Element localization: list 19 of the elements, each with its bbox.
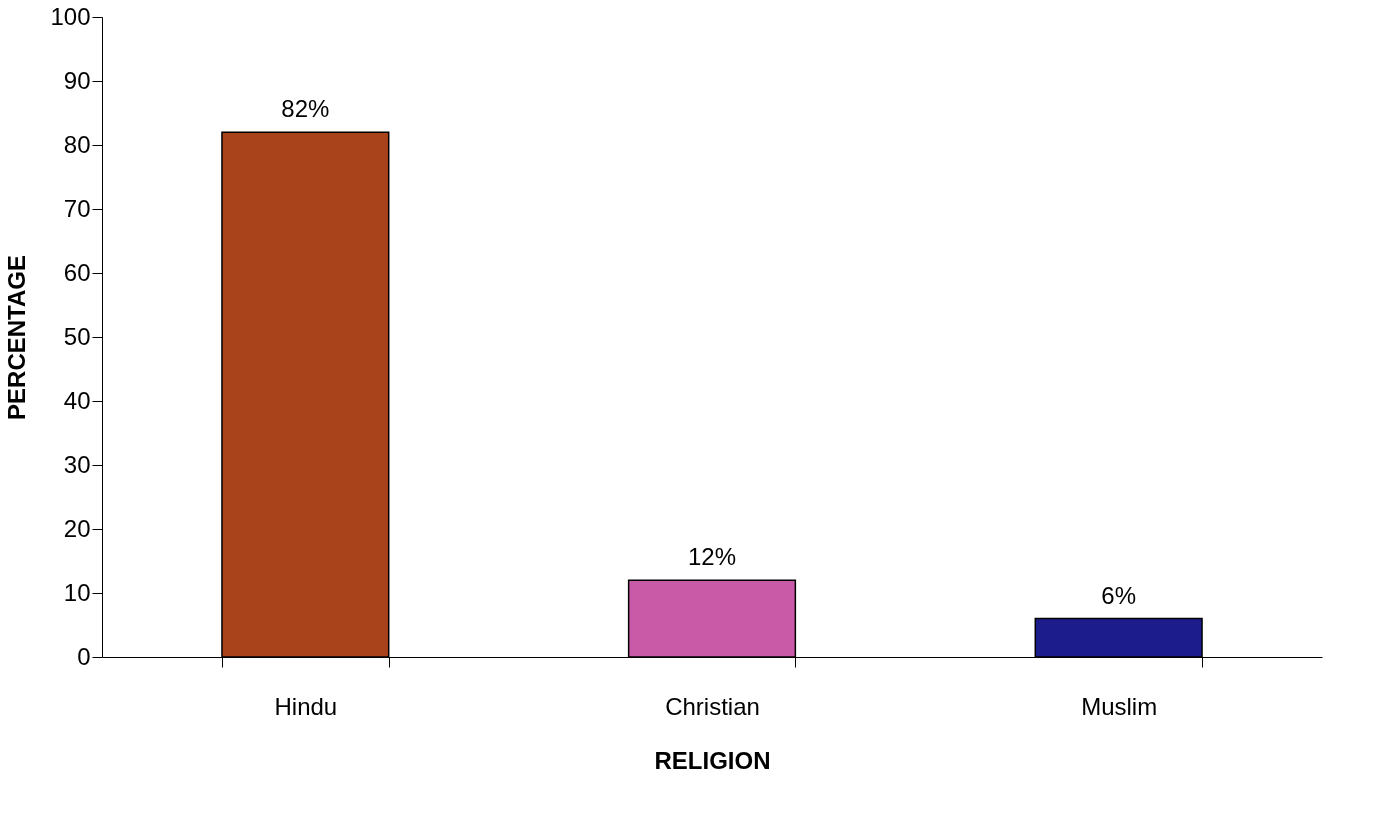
y-tick-label: 80 [63,130,91,158]
y-tick-label: 30 [63,450,91,478]
x-tick-label: Muslim [1081,692,1158,720]
data-label: 6% [1101,581,1137,609]
x-tick-label: Christian [665,692,760,720]
y-tick-label: 60 [63,258,91,286]
y-axis-title: PERCENTAGE [3,255,31,420]
y-tick-label: 40 [63,386,91,414]
y-tick-label: 90 [63,66,91,94]
y-tick-label: 70 [63,194,91,222]
x-tick-label: Hindu [274,692,338,720]
y-tick-label: 10 [63,578,91,606]
y-tick-label: 0 [77,642,91,670]
x-axis-title: RELIGION [654,746,771,774]
y-tick-label: 100 [50,2,91,30]
data-label: 12% [687,543,737,571]
y-tick-label: 50 [63,322,91,350]
y-tick-label: 20 [63,514,91,542]
data-label: 82% [281,95,330,123]
